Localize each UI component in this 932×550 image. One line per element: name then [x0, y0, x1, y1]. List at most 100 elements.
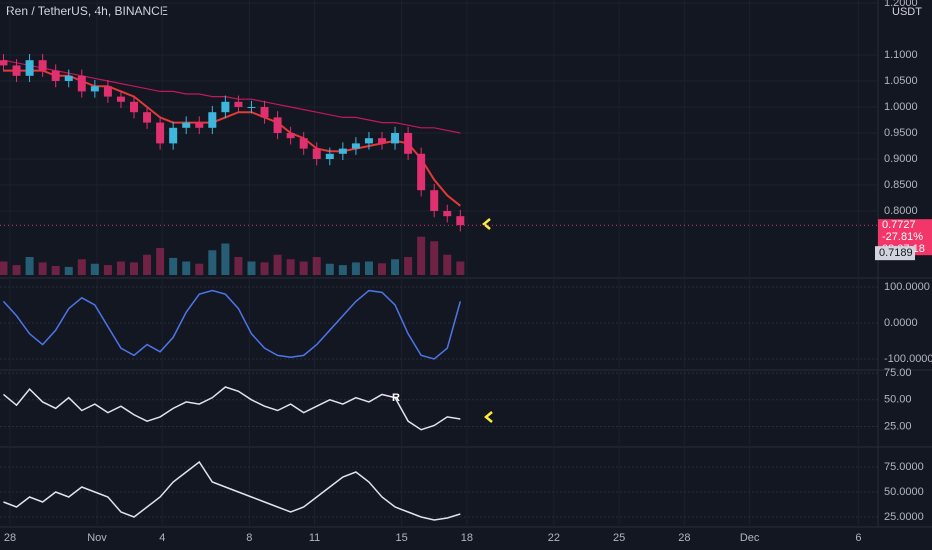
y-tick-label: 75.00 [884, 367, 912, 379]
volume-bar [221, 243, 230, 275]
volume-bar [299, 261, 308, 275]
volume-bar [38, 262, 47, 275]
volume-bar [25, 257, 34, 275]
volume-bar [0, 261, 8, 275]
volume-bar [130, 262, 139, 275]
x-tick-label: 22 [548, 532, 560, 544]
x-tick-label: 28 [678, 532, 690, 544]
candle-body [0, 60, 8, 66]
x-tick-label: 15 [395, 532, 407, 544]
marker [484, 411, 493, 423]
candle-body [116, 96, 125, 102]
candle-body [12, 65, 21, 76]
y-tick-label: 0.0000 [884, 317, 918, 329]
y-tick-label: 0.9500 [884, 127, 918, 139]
volume-bar [286, 259, 295, 275]
volume-bar [234, 257, 243, 275]
volume-bar [456, 261, 465, 275]
candle-body [443, 210, 452, 217]
volume-bar [103, 265, 112, 275]
price-tag-change: -27.81% [882, 231, 923, 243]
y-tick-label: 0.8000 [884, 205, 918, 217]
candle-body [404, 133, 413, 154]
low-tag-label: 0.7189 [879, 247, 913, 259]
x-tick-label: Dec [740, 532, 760, 544]
indicator-line [2, 289, 462, 360]
volume-bar [273, 254, 282, 275]
candle-body [25, 60, 34, 76]
volume-bar [443, 254, 452, 275]
x-tick-label: 11 [309, 532, 320, 544]
candle-body [64, 75, 73, 82]
volume-bar [169, 257, 178, 275]
y-tick-label: 50.0000 [884, 486, 924, 498]
volume-bar [156, 248, 165, 275]
y-tick-label: 50.00 [884, 394, 912, 406]
y-tick-label: 100.0000 [884, 281, 930, 293]
currency-label: USDT [892, 6, 922, 18]
candle-body [430, 190, 439, 211]
volume-bar [364, 261, 373, 275]
volume-bar [12, 265, 21, 275]
indicator-line [3, 460, 461, 521]
x-tick-label: 4 [159, 532, 165, 544]
candle-body [286, 133, 295, 139]
x-tick-label: 18 [461, 532, 473, 544]
candle-body [312, 148, 321, 159]
volume-bar [116, 261, 125, 275]
volume-bar [247, 261, 256, 275]
x-tick-label: 6 [855, 532, 861, 544]
volume-bar [338, 265, 347, 275]
low-tag [875, 246, 915, 261]
volume-bar [77, 259, 86, 275]
volume-bar [404, 257, 413, 275]
y-tick-label: 0.8500 [884, 179, 918, 191]
moving-average [3, 59, 461, 134]
candle-body [169, 127, 178, 144]
candle-body [247, 107, 256, 109]
chart-title: Ren / TetherUS, 4h, BINANCE [6, 4, 168, 18]
x-tick-label: Nov [87, 532, 107, 544]
candle-body [90, 86, 99, 92]
candle-body [103, 86, 112, 97]
candle-body [351, 143, 360, 149]
volume-bar [417, 236, 426, 275]
y-tick-label: 0.9000 [884, 153, 918, 165]
volume-bar [51, 266, 60, 275]
volume-bar [208, 250, 217, 275]
candle-body [338, 148, 347, 154]
volume-bar [195, 263, 204, 275]
volume-bar [64, 266, 73, 275]
candle-body [364, 138, 373, 144]
candle-body [221, 101, 230, 113]
candle-body [234, 101, 243, 108]
y-tick-label: 1.2000 [884, 0, 918, 9]
candle-body [143, 112, 152, 123]
candle-body [38, 60, 47, 71]
volume-bar [325, 263, 334, 275]
y-tick-label: 1.0000 [884, 101, 918, 113]
candle-body [299, 138, 308, 149]
volume-bar [351, 262, 360, 275]
y-tick-label: -100.0000 [884, 353, 932, 365]
candle-body [273, 117, 282, 134]
candle-body [77, 75, 86, 92]
marker [482, 218, 491, 230]
candle-body [378, 138, 387, 144]
candle-body [417, 153, 426, 191]
price-tag-value: 0.7727 [882, 219, 916, 231]
volume-bar [430, 241, 439, 275]
x-tick-label: 8 [246, 532, 252, 544]
x-tick-label: 25 [613, 532, 625, 544]
volume-bar [182, 261, 191, 275]
y-tick-label: 25.0000 [884, 511, 924, 523]
candle-body [130, 101, 139, 113]
indicator-line [3, 386, 461, 431]
candle-body [456, 216, 465, 226]
candle-body [51, 70, 60, 82]
candle-body [182, 122, 191, 128]
y-tick-label: 1.0500 [884, 75, 918, 87]
candle-body [391, 133, 400, 144]
